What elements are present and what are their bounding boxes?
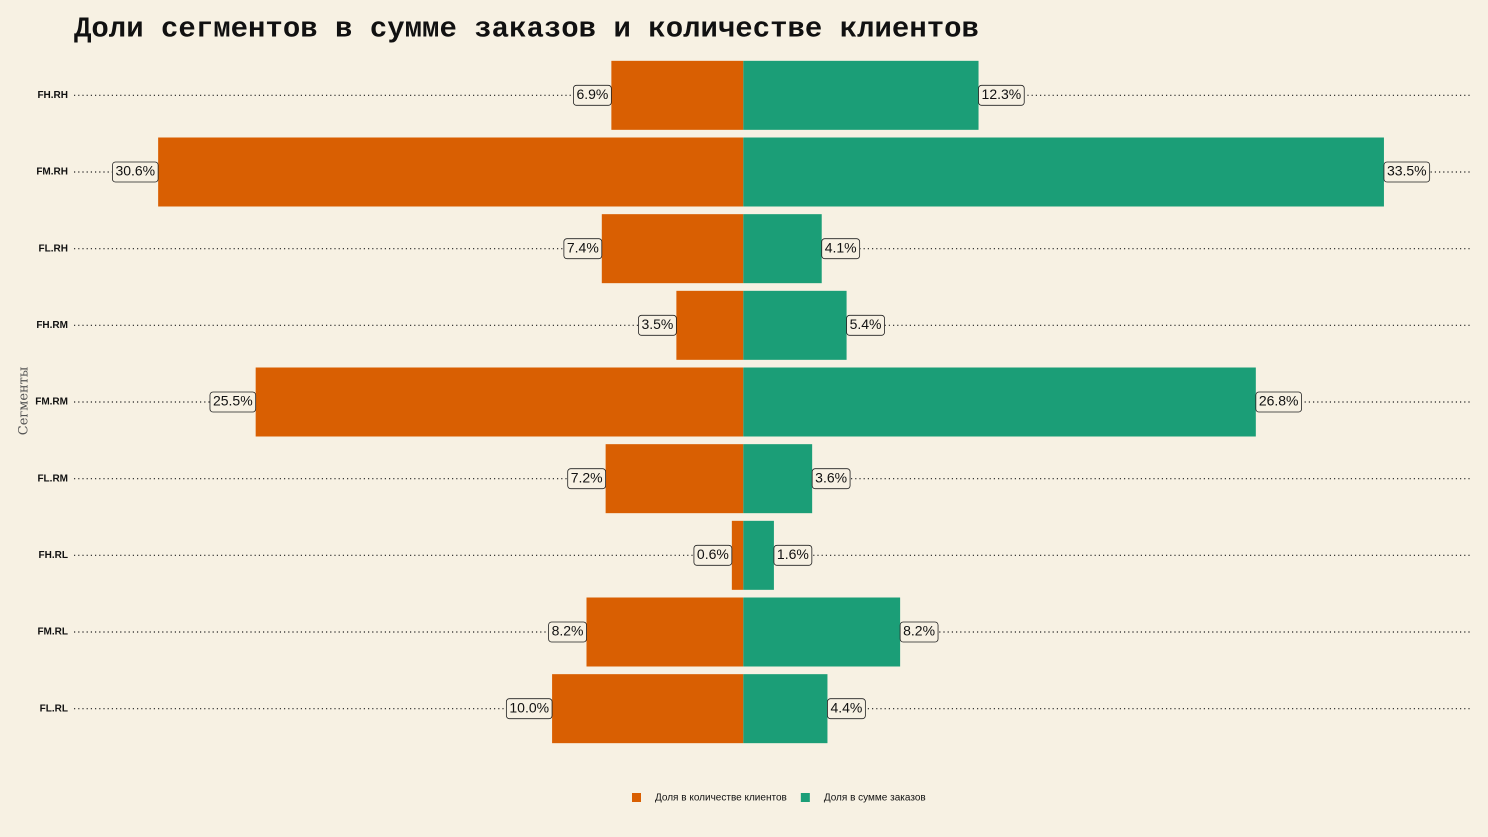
value-label: 8.2% bbox=[899, 621, 939, 643]
value-label-box bbox=[693, 544, 733, 566]
value-label-text: 25.5% bbox=[213, 393, 253, 409]
bar bbox=[743, 290, 847, 360]
value-label-box bbox=[112, 161, 159, 183]
value-label: 25.5% bbox=[209, 391, 257, 413]
bar bbox=[743, 597, 901, 667]
value-label-box bbox=[573, 84, 612, 106]
value-label-box bbox=[209, 391, 257, 413]
value-label-box bbox=[846, 314, 885, 336]
y-tick-label: FL.RL bbox=[40, 703, 68, 714]
legend-label: Доля в сумме заказов bbox=[824, 793, 926, 804]
value-label-box bbox=[638, 314, 677, 336]
y-tick-label: FM.RH bbox=[36, 167, 68, 178]
bar bbox=[255, 367, 744, 437]
legend-swatch bbox=[800, 793, 810, 802]
value-label-box bbox=[899, 621, 939, 643]
value-label-box bbox=[567, 468, 607, 490]
value-label-text: 1.6% bbox=[777, 546, 809, 562]
bar bbox=[552, 674, 744, 744]
value-label: 30.6% bbox=[112, 161, 159, 183]
value-label-box bbox=[1383, 161, 1431, 183]
value-label-text: 33.5% bbox=[1387, 163, 1427, 179]
value-label: 4.4% bbox=[827, 698, 866, 720]
value-label-text: 8.2% bbox=[552, 623, 584, 639]
y-tick-label: FL.RM bbox=[37, 473, 68, 484]
y-tick-label: FM.RM bbox=[35, 397, 68, 408]
y-tick-label: FH.RL bbox=[39, 550, 68, 561]
value-label-text: 4.4% bbox=[830, 699, 862, 715]
legend-label: Доля в количестве клиентов bbox=[655, 793, 787, 804]
value-label: 33.5% bbox=[1383, 161, 1431, 183]
bar bbox=[743, 520, 774, 590]
bar bbox=[605, 444, 744, 514]
value-label-text: 4.1% bbox=[825, 239, 857, 255]
bar bbox=[731, 520, 744, 590]
bars bbox=[74, 60, 1470, 744]
value-label-text: 26.8% bbox=[1259, 393, 1299, 409]
value-label-box bbox=[811, 468, 851, 490]
value-label-text: 0.6% bbox=[697, 546, 729, 562]
value-labels: 6.9% 30.6% 7.4% 3.5% 25.5% 7.2% 0.6% 8.2% 10.0% 1… bbox=[112, 84, 1431, 720]
bar bbox=[743, 444, 813, 514]
bar bbox=[743, 60, 979, 130]
y-tick-label: FH.RH bbox=[37, 90, 68, 101]
bar bbox=[586, 597, 744, 667]
y-tick-label: FH.RM bbox=[36, 320, 68, 331]
legend: Доля в количестве клиентов Доля в сумме з… bbox=[632, 793, 926, 804]
value-label-text: 3.5% bbox=[641, 316, 673, 332]
value-label-box bbox=[827, 698, 866, 720]
value-label-text: 8.2% bbox=[903, 623, 935, 639]
value-label-text: 12.3% bbox=[982, 86, 1022, 102]
value-label-box bbox=[773, 544, 813, 566]
value-label: 1.6% bbox=[773, 544, 813, 566]
value-label-text: 7.2% bbox=[571, 469, 603, 485]
value-label-box bbox=[1255, 391, 1302, 413]
value-label-box bbox=[821, 238, 861, 260]
y-axis-label: Сегменты bbox=[17, 367, 32, 435]
bar bbox=[676, 290, 744, 360]
value-label: 7.2% bbox=[567, 468, 607, 490]
y-tick-label: FL.RH bbox=[39, 243, 68, 254]
value-label-text: 10.0% bbox=[509, 699, 549, 715]
value-label: 26.8% bbox=[1255, 391, 1302, 413]
value-label: 12.3% bbox=[978, 84, 1025, 106]
legend-swatch bbox=[632, 793, 641, 802]
value-label: 0.6% bbox=[693, 544, 733, 566]
value-label-box bbox=[548, 621, 587, 643]
bar bbox=[743, 137, 1384, 207]
value-label: 8.2% bbox=[548, 621, 587, 643]
value-label-text: 3.6% bbox=[815, 469, 847, 485]
value-label: 10.0% bbox=[505, 698, 553, 720]
bar bbox=[158, 137, 744, 207]
bar bbox=[611, 60, 744, 130]
value-label-box bbox=[505, 698, 553, 720]
value-label-box bbox=[563, 238, 603, 260]
value-label-text: 6.9% bbox=[576, 86, 608, 102]
bar bbox=[743, 674, 828, 744]
value-label: 3.6% bbox=[811, 468, 851, 490]
y-tick-label: FM.RL bbox=[37, 627, 68, 638]
value-label: 5.4% bbox=[846, 314, 885, 336]
value-label-box bbox=[978, 84, 1025, 106]
value-label: 4.1% bbox=[821, 238, 861, 260]
bar bbox=[601, 214, 744, 284]
chart-title: Доли сегментов в сумме заказов и количес… bbox=[74, 13, 979, 46]
bar bbox=[743, 214, 822, 284]
bar bbox=[743, 367, 1256, 437]
value-label-text: 7.4% bbox=[567, 239, 599, 255]
value-label: 3.5% bbox=[638, 314, 677, 336]
value-label-text: 5.4% bbox=[850, 316, 882, 332]
value-label: 7.4% bbox=[563, 238, 603, 260]
value-label: 6.9% bbox=[573, 84, 612, 106]
value-label-text: 30.6% bbox=[115, 163, 155, 179]
